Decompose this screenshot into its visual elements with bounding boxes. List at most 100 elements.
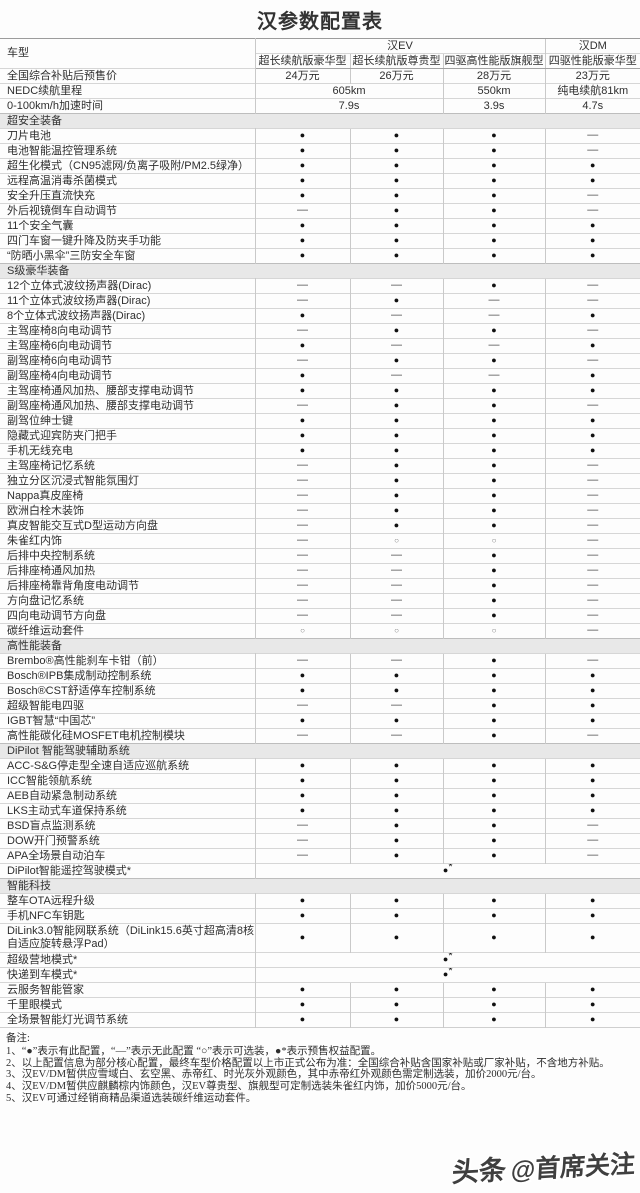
availability-cell: ● <box>544 413 640 429</box>
config-table: 车型 汉EV 汉DM 超长续航版豪华型 超长续航版尊贵型 四驱高性能版旗舰型 四驱性能… <box>0 38 640 1028</box>
included-dot-icon: ● <box>299 999 306 1010</box>
availability-cell: ● <box>349 1012 443 1028</box>
availability-cell: ● <box>442 248 546 264</box>
not-available-dash-icon: — <box>297 324 308 337</box>
feature-row: 隐藏式迎宾防夹门把手 ● ● ● ● <box>0 428 640 444</box>
included-dot-icon: ● <box>393 520 400 531</box>
feature-label: 11个立体式波纹扬声器(Dirac) <box>0 293 256 309</box>
feature-row: APA全场景自动泊车 — ● ● — <box>0 848 640 864</box>
availability-cell: ● <box>255 758 350 774</box>
availability-cell: — <box>255 458 350 474</box>
feature-label: 刀片电池 <box>0 128 256 144</box>
availability-cell: ● <box>255 248 350 264</box>
availability-cell: ○ <box>349 533 443 549</box>
included-dot-icon: ● <box>491 895 497 906</box>
not-available-dash-icon: — <box>391 339 402 352</box>
spec-row-label: NEDC续航里程 <box>0 83 256 99</box>
included-dot-icon: ● <box>491 999 497 1010</box>
feature-label: DiLink3.0智能网联系统（DiLink15.6英寸超高清8核自适应旋转悬浮… <box>0 923 256 953</box>
included-dot-icon: ● <box>491 505 497 516</box>
spec-value-cell: 3.9s <box>442 98 546 114</box>
spec-row: 0-100km/h加速时间 7.9s 3.9s 4.7s <box>0 98 640 114</box>
included-dot-icon: ● <box>393 910 400 921</box>
included-dot-icon: ● <box>393 932 400 943</box>
included-dot-icon: ● <box>299 984 306 995</box>
availability-cell: ● <box>349 668 443 684</box>
included-dot-icon: ● <box>491 205 497 216</box>
spec-value-cell: 23万元 <box>544 68 640 84</box>
feature-label: 独立分区沉浸式智能氛围灯 <box>0 473 256 489</box>
not-available-dash-icon: — <box>587 204 599 217</box>
availability-cell: ● <box>442 728 546 744</box>
spec-value-cell: 550km <box>442 83 546 99</box>
availability-cell: ● <box>442 503 546 519</box>
availability-cell: ● <box>255 788 350 804</box>
availability-cell: ● <box>255 997 350 1013</box>
included-dot-icon: ● <box>590 984 596 995</box>
feature-label: 四向电动调节方向盘 <box>0 608 256 624</box>
spec-value-cell: 7.9s <box>255 98 443 114</box>
feature-label: Nappa真皮座椅 <box>0 488 256 504</box>
feature-label: DiPilot智能遥控驾驶模式* <box>0 863 256 879</box>
availability-cell: ● <box>349 758 443 774</box>
included-dot-icon: ● <box>491 235 497 246</box>
availability-cell: — <box>255 203 350 219</box>
model-group-row: 车型 汉EV 汉DM <box>0 38 640 69</box>
feature-row: 四向电动调节方向盘 — — ● — <box>0 608 640 624</box>
spec-value-cell: 纯电续航81km <box>544 83 640 99</box>
included-dot-icon: ● <box>590 715 596 726</box>
included-dot-icon: ● <box>393 430 400 441</box>
included-dot-icon: ● <box>590 932 596 943</box>
feature-label: 方向盘记忆系统 <box>0 593 256 609</box>
included-dot-icon: ● <box>299 910 306 921</box>
feature-row: 超级智能电四驱 — — ● ● <box>0 698 640 714</box>
included-dot-icon: ● <box>393 460 400 471</box>
not-available-dash-icon: — <box>297 534 308 547</box>
included-dot-icon: ● <box>590 700 596 711</box>
availability-cell: ● <box>255 368 350 384</box>
feature-row: 欧洲白栓木装饰 — ● ● — <box>0 503 640 519</box>
feature-row: 副驾位绅士键 ● ● ● ● <box>0 413 640 429</box>
feature-label: 安全升压直流快充 <box>0 188 256 204</box>
notes-list: 1、“●”表示有此配置，“—”表示无此配置 “○”表示可选装，●*表示预售权益配… <box>6 1046 634 1105</box>
not-available-dash-icon: — <box>297 729 308 742</box>
availability-cell: ● <box>442 278 546 294</box>
included-dot-icon: ● <box>393 295 400 306</box>
included-dot-icon: ● <box>491 145 497 156</box>
availability-cell: ● <box>544 173 640 189</box>
feature-row: 全场景智能灯光调节系统 ● ● ● ● <box>0 1012 640 1028</box>
availability-cell: ● <box>349 158 443 174</box>
availability-cell: — <box>255 698 350 714</box>
availability-cell: ● <box>349 173 443 189</box>
feature-label: 四门车窗一键升降及防夹手功能 <box>0 233 256 249</box>
availability-cell: — <box>544 533 640 549</box>
optional-circle-icon: ○ <box>300 625 305 635</box>
included-dot-icon: ● <box>491 715 497 726</box>
included-dot-icon: ● <box>393 999 400 1010</box>
availability-cell: ○ <box>255 623 350 639</box>
availability-cell: ● <box>442 833 546 849</box>
not-available-dash-icon: — <box>297 474 308 487</box>
included-dot-icon: ● <box>491 565 497 576</box>
feature-row: 四门车窗一键升降及防夹手功能 ● ● ● ● <box>0 233 640 249</box>
availability-cell: — <box>544 623 640 639</box>
feature-row: 超级营地模式* ●* <box>0 952 640 968</box>
feature-label: 朱雀红内饰 <box>0 533 256 549</box>
availability-cell: ● <box>442 923 546 953</box>
availability-cell: ● <box>442 982 546 998</box>
optional-circle-icon: ○ <box>394 535 399 545</box>
availability-cell: ● <box>442 458 546 474</box>
included-dot-icon: ● <box>491 130 497 141</box>
included-dot-icon: ● <box>299 250 306 261</box>
not-available-dash-icon: — <box>297 459 308 472</box>
availability-cell: ● <box>255 338 350 354</box>
optional-circle-icon: ○ <box>491 535 497 545</box>
availability-cell: ● <box>349 143 443 159</box>
availability-cell: ● <box>349 218 443 234</box>
availability-cell: ● <box>442 218 546 234</box>
availability-cell: ● <box>349 128 443 144</box>
included-dot-icon: ● <box>491 820 497 831</box>
included-dot-icon: ● <box>393 445 400 456</box>
included-dot-icon: ● <box>299 310 306 321</box>
feature-label: 碳纤维运动套件 <box>0 623 256 639</box>
